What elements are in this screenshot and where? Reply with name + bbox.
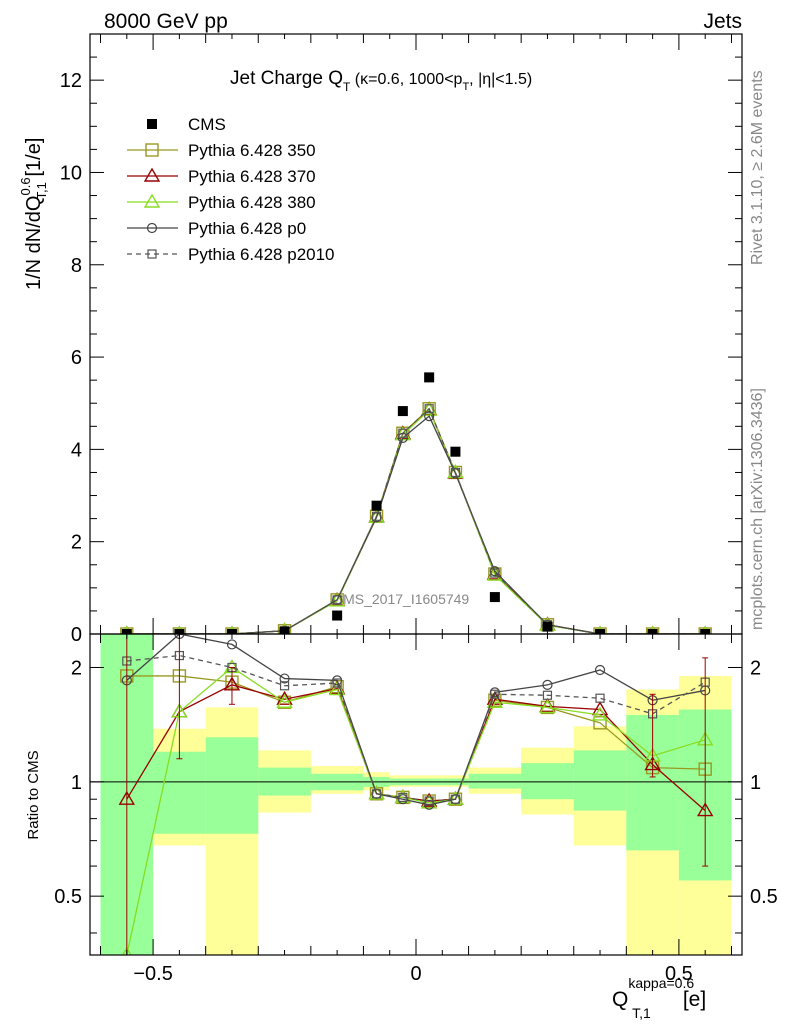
svg-text:1/N dN/dQ0.6T,1 [1/e]: 1/N dN/dQ0.6T,1 [1/e] xyxy=(18,138,49,290)
main-ytick-label-1: 2 xyxy=(71,532,82,554)
side-label-mcplots: mcplots.cern.ch [arXiv:1306.3436] xyxy=(749,388,766,630)
legend-label-0: CMS xyxy=(188,115,226,134)
ratio-point-s3-3 xyxy=(279,673,290,684)
main-point-s4-5 xyxy=(371,511,382,521)
ratio-point-s4-6 xyxy=(398,792,408,802)
main-point-s3-7 xyxy=(424,411,435,422)
cms-point-7 xyxy=(424,372,435,383)
legend-marker-5 xyxy=(147,249,157,259)
legend-label-4: Pythia 6.428 p0 xyxy=(188,219,306,238)
ratio-point-s2-10 xyxy=(539,699,556,714)
main-ytick-label-4: 8 xyxy=(71,255,82,277)
main-ytick-label-0: 0 xyxy=(71,624,82,646)
ratio-line-3 xyxy=(126,634,706,806)
ratio-point-s3-11 xyxy=(594,664,606,676)
main-ytick-label-6: 12 xyxy=(60,70,82,92)
main-point-s4-9 xyxy=(490,568,500,578)
ratio-point-s4-10 xyxy=(542,690,553,700)
legend-label-3: Pythia 6.428 380 xyxy=(188,193,316,212)
ratio-point-s0-11 xyxy=(593,716,607,730)
ratio-line-2 xyxy=(126,666,706,955)
ratio-point-s3-10 xyxy=(542,679,553,690)
cms-point-9 xyxy=(489,592,500,603)
x-axis-label: Qkappa=0.6 T,1[e] xyxy=(612,975,706,1021)
ratio-point-s4-4 xyxy=(332,678,342,688)
ratio-point-s4-11 xyxy=(595,693,605,703)
legend-label-1: Pythia 6.428 350 xyxy=(188,141,316,160)
main-point-s4-6 xyxy=(398,428,408,438)
legend-marker-4 xyxy=(146,222,158,234)
ratio-ytick-label-right-2: 2 xyxy=(750,657,761,679)
ratio-point-s4-5 xyxy=(371,789,382,799)
band-inner-11 xyxy=(573,750,627,811)
ratio-ytick-label-0: 0.5 xyxy=(54,886,82,908)
ratio-ytick-label-1: 1 xyxy=(71,772,82,794)
ratio-line-4 xyxy=(126,654,706,802)
main-point-s4-8 xyxy=(450,467,461,478)
analysis-id: CMS_2017_I1605749 xyxy=(333,591,469,607)
ratio-point-s2-11 xyxy=(591,706,609,721)
plot-title: Jet Charge QT (κ=0.6, 1000<pT, |η|<1.5) xyxy=(230,68,532,94)
main-point-s4-7 xyxy=(424,404,434,414)
ratio-point-s4-9 xyxy=(490,689,500,699)
ratio-ytick-label-right-1: 1 xyxy=(750,772,761,794)
header-right: Jets xyxy=(703,10,742,33)
legend-label-5: Pythia 6.428 p2010 xyxy=(188,245,335,264)
ratio-ytick-label-2: 2 xyxy=(71,657,82,679)
main-ylabel: 1/N dN/dQ0.6T,1 [1/e] xyxy=(18,138,49,290)
band-inner-2 xyxy=(205,737,259,834)
legend-marker-2 xyxy=(143,167,161,182)
ratio-point-s4-7 xyxy=(424,796,434,806)
band-inner-1 xyxy=(153,751,206,834)
ratio-ylabel: Ratio to CMS xyxy=(25,750,42,839)
main-ytick-label-2: 4 xyxy=(71,439,82,461)
band-inner-9 xyxy=(468,773,522,789)
cms-point-10 xyxy=(542,621,553,632)
xtick-label-0: −0.5 xyxy=(133,963,172,985)
main-ytick-label-3: 6 xyxy=(71,347,82,369)
cms-point-4 xyxy=(332,610,343,621)
main-point-s4-4 xyxy=(332,595,342,605)
ratio-point-s2-0 xyxy=(121,946,132,955)
cms-point-5 xyxy=(371,500,382,511)
main-ytick-label-5: 10 xyxy=(60,162,82,184)
header-left: 8000 GeV pp xyxy=(104,10,228,33)
xtick-label-1: 0 xyxy=(410,963,421,985)
legend-marker-0 xyxy=(147,119,157,129)
ratio-point-s4-3 xyxy=(279,681,290,691)
side-label-rivet: Rivet 3.1.10, ≥ 2.6M events xyxy=(749,70,766,265)
xtick-label-2: 0.5 xyxy=(665,963,693,985)
legend-marker-3 xyxy=(143,193,161,208)
legend-marker-1 xyxy=(145,143,159,157)
ratio-ytick-label-right-0: 0.5 xyxy=(750,886,778,908)
cms-point-6 xyxy=(397,406,408,417)
cms-point-8 xyxy=(450,446,461,457)
legend-label-2: Pythia 6.428 370 xyxy=(188,167,316,186)
ratio-point-s4-8 xyxy=(450,794,461,804)
band-inner-10 xyxy=(521,763,574,800)
ratio-point-s3-2 xyxy=(226,639,238,650)
ratio-point-s2-3 xyxy=(276,693,293,708)
ratio-point-s1-3 xyxy=(276,690,293,705)
main-line-4 xyxy=(126,407,706,634)
